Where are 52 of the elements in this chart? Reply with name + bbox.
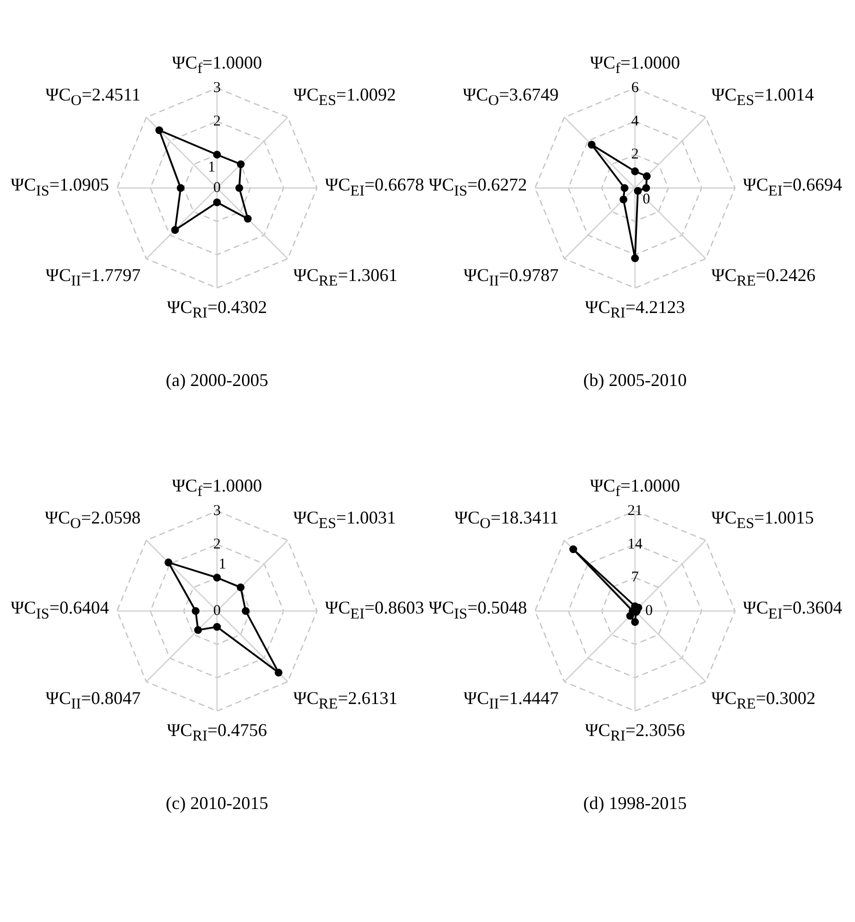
spoke-label: ΨC$_{RE}$=0.3002 [711,687,816,715]
y-tick-label: 0 [645,602,653,619]
y-tick-label: 6 [631,80,640,96]
spoke-label: ΨC$_{ES}$=1.0014 [711,83,814,111]
y-tick-label: 21 [628,502,642,519]
spoke-label: ΨC$_{IS}$=0.6272 [428,174,527,202]
y-tick-label: 7 [631,570,640,586]
y-tick-label: 1 [218,556,226,573]
spoke-label: ΨC$_{II}$=0.8047 [46,687,141,715]
spoke-label: ΨC$_{O}$=2.4511 [46,83,141,111]
y-tick-label: 0 [642,191,650,208]
text: (c) 2010-2015 [164,793,270,814]
y-tick-label: 0 [213,602,221,619]
spoke-label: ΨC$_{O}$=3.6749 [462,83,559,111]
text: (a) 2000-2005 [164,370,270,391]
spoke-label: ΨC$_{IS}$=0.5048 [428,596,527,624]
spoke-label: ΨC$_{IS}$=1.0905 [10,174,109,202]
y-tick-label: 2 [213,536,221,552]
spoke-label: ΨC$_{f}$=1.0000 [172,51,262,79]
spoke-label: ΨC$_{II}$=0.9787 [464,264,559,292]
spoke-label: ΨC$_{EI}$=0.6678 [325,174,424,202]
spoke-label: ΨC$_{EI}$=0.3604 [743,596,842,624]
spoke-label: ΨC$_{II}$=1.4447 [464,687,559,715]
spoke-label: ΨC$_{ES}$=1.0015 [711,506,814,534]
spoke-label: ΨC$_{f}$=1.0000 [590,51,680,79]
y-tick-label: 0 [213,180,221,196]
spoke-label: ΨC$_{RE}$=2.6131 [293,687,398,715]
text: (b) 2005-2010 [582,370,688,391]
spoke-label: ΨC$_{EI}$=0.6694 [743,174,842,202]
spoke-label: ΨC$_{EI}$=0.8603 [325,596,424,624]
spoke-label: ΨC$_{f}$=1.0000 [172,474,262,502]
spoke-label: ΨC$_{RI}$=4.2123 [585,296,685,324]
spoke-label: ΨC$_{RE}$=0.2426 [711,264,816,292]
spoke-label: ΨC$_{ES}$=1.0092 [293,83,396,111]
spoke-label: ΨC$_{IS}$=0.6404 [10,596,109,624]
spoke-label: ΨC$_{f}$=1.0000 [590,474,680,502]
spoke-label: ΨC$_{II}$=1.7797 [46,264,141,292]
spoke-label: ΨC$_{RI}$=0.4302 [167,296,267,324]
y-tick-label: 3 [213,502,221,519]
text: (d) 1998-2015 [582,793,688,814]
spoke-label: ΨC$_{O}$=18.3411 [454,506,559,534]
y-tick-label: 2 [631,146,639,163]
spoke-label: ΨC$_{O}$=2.0598 [44,506,141,534]
y-tick-label: 2 [213,113,221,130]
spoke-label: ΨC$_{RE}$=1.3061 [293,264,398,292]
y-tick-label: 1 [208,160,216,176]
y-tick-label: 3 [213,80,221,96]
y-tick-label: 14 [628,536,643,552]
spoke-label: ΨC$_{RI}$=0.4756 [167,719,267,747]
spoke-label: ΨC$_{ES}$=1.0031 [293,506,396,534]
spoke-label: ΨC$_{RI}$=2.3056 [585,719,685,747]
y-tick-label: 4 [631,113,640,130]
